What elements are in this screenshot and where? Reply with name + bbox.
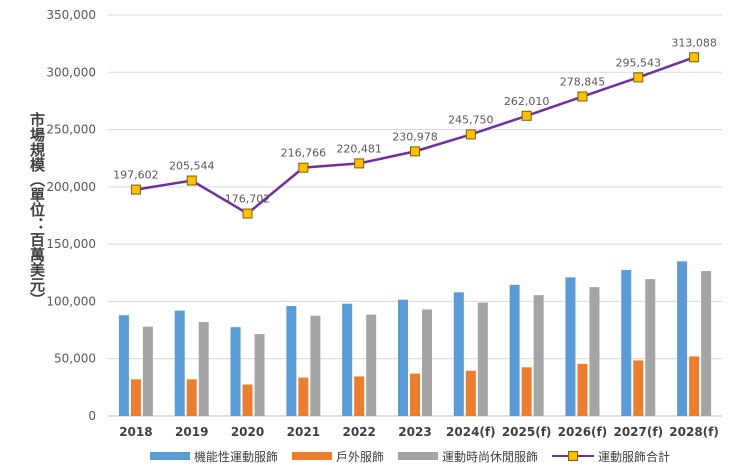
legend-swatch-outdoor [292,452,333,460]
bar [130,379,141,416]
line-marker [465,129,476,140]
bar [354,376,365,416]
bar [174,310,185,416]
line-marker [186,175,197,186]
bar [310,315,321,416]
bar [366,314,377,416]
legend-label-outdoor: 戶外服飾 [336,449,385,464]
bar [453,292,464,416]
x-tick-label: 2024(f) [446,425,496,439]
x-tick-label: 2026(f) [558,425,608,439]
bar [533,295,544,416]
x-tick-label: 2023 [398,425,431,439]
line-marker [130,184,141,195]
line-marker [521,110,532,121]
bar [677,261,688,416]
y-tick-label: 200,000 [46,180,96,194]
data-label: 220,481 [336,142,382,155]
line-marker [298,162,309,173]
bar [701,271,712,416]
data-label: 216,766 [281,147,327,160]
y-tick-label: 100,000 [46,294,96,308]
x-tick-label: 2021 [287,425,320,439]
y-tick-label: 0 [88,409,96,423]
bar [298,377,309,416]
line-marker [577,91,588,102]
legend-label-total: 運動服飾合計 [598,449,671,464]
data-label: 245,750 [448,113,494,126]
y-axis-title: 市場規模（單位：百萬美元） [28,112,46,307]
bar [398,299,408,416]
bar [186,379,197,416]
data-label: 205,544 [169,160,215,173]
bar [286,306,297,416]
data-label: 278,845 [560,76,606,89]
bar [410,373,420,416]
legend-item-total: 運動服飾合計 [552,448,670,465]
legend-label-functional: 機能性運動服飾 [194,449,279,464]
x-tick-label: 2027(f) [613,425,663,439]
legend: 機能性運動服飾 戶外服飾 運動時尚休閒服飾 運動服飾合計 [150,446,684,466]
bar [118,315,129,416]
bar [465,370,476,416]
x-tick-label: 2018 [119,425,152,439]
y-tick-label: 300,000 [46,65,96,79]
line-marker [633,72,644,83]
legend-item-athleisure: 運動時尚休閒服飾 [398,448,538,465]
data-label: 262,010 [504,95,550,108]
bar [621,269,632,416]
x-tick-label: 2028(f) [669,425,719,439]
x-tick-label: 2019 [175,425,208,439]
legend-swatch-total [552,450,595,462]
bar [565,277,576,416]
y-tick-label: 150,000 [46,237,96,251]
x-tick-label: 2022 [342,425,375,439]
x-tick-label: 2020 [231,425,264,439]
data-label: 176,702 [225,193,271,206]
bar [577,363,588,416]
bar [198,322,209,416]
legend-item-functional: 機能性運動服飾 [150,448,278,465]
line-marker [242,208,253,219]
data-label: 197,602 [113,169,159,182]
data-label: 313,088 [671,36,717,49]
line-marker [689,52,700,63]
bar [230,327,241,416]
x-tick-label: 2025(f) [502,425,552,439]
y-tick-label: 50,000 [54,352,96,366]
line-marker [354,158,365,169]
bar [477,302,488,416]
bar [645,279,656,416]
legend-label-athleisure: 運動時尚休閒服飾 [442,449,539,464]
bar [422,309,432,416]
data-label: 295,543 [616,56,662,69]
y-tick-label: 250,000 [46,123,96,137]
bar [589,287,600,416]
y-tick-label: 350,000 [46,8,96,22]
bar [242,384,253,416]
bar [633,360,644,416]
legend-item-outdoor: 戶外服飾 [292,448,384,465]
bar [509,284,520,416]
bar [521,367,532,416]
bar [254,334,265,416]
bar [142,326,153,416]
legend-swatch-functional [150,452,190,460]
data-label: 230,978 [392,130,438,143]
bar [689,356,700,416]
bar [342,303,353,416]
line-marker [410,146,420,157]
legend-swatch-athleisure [398,452,439,460]
